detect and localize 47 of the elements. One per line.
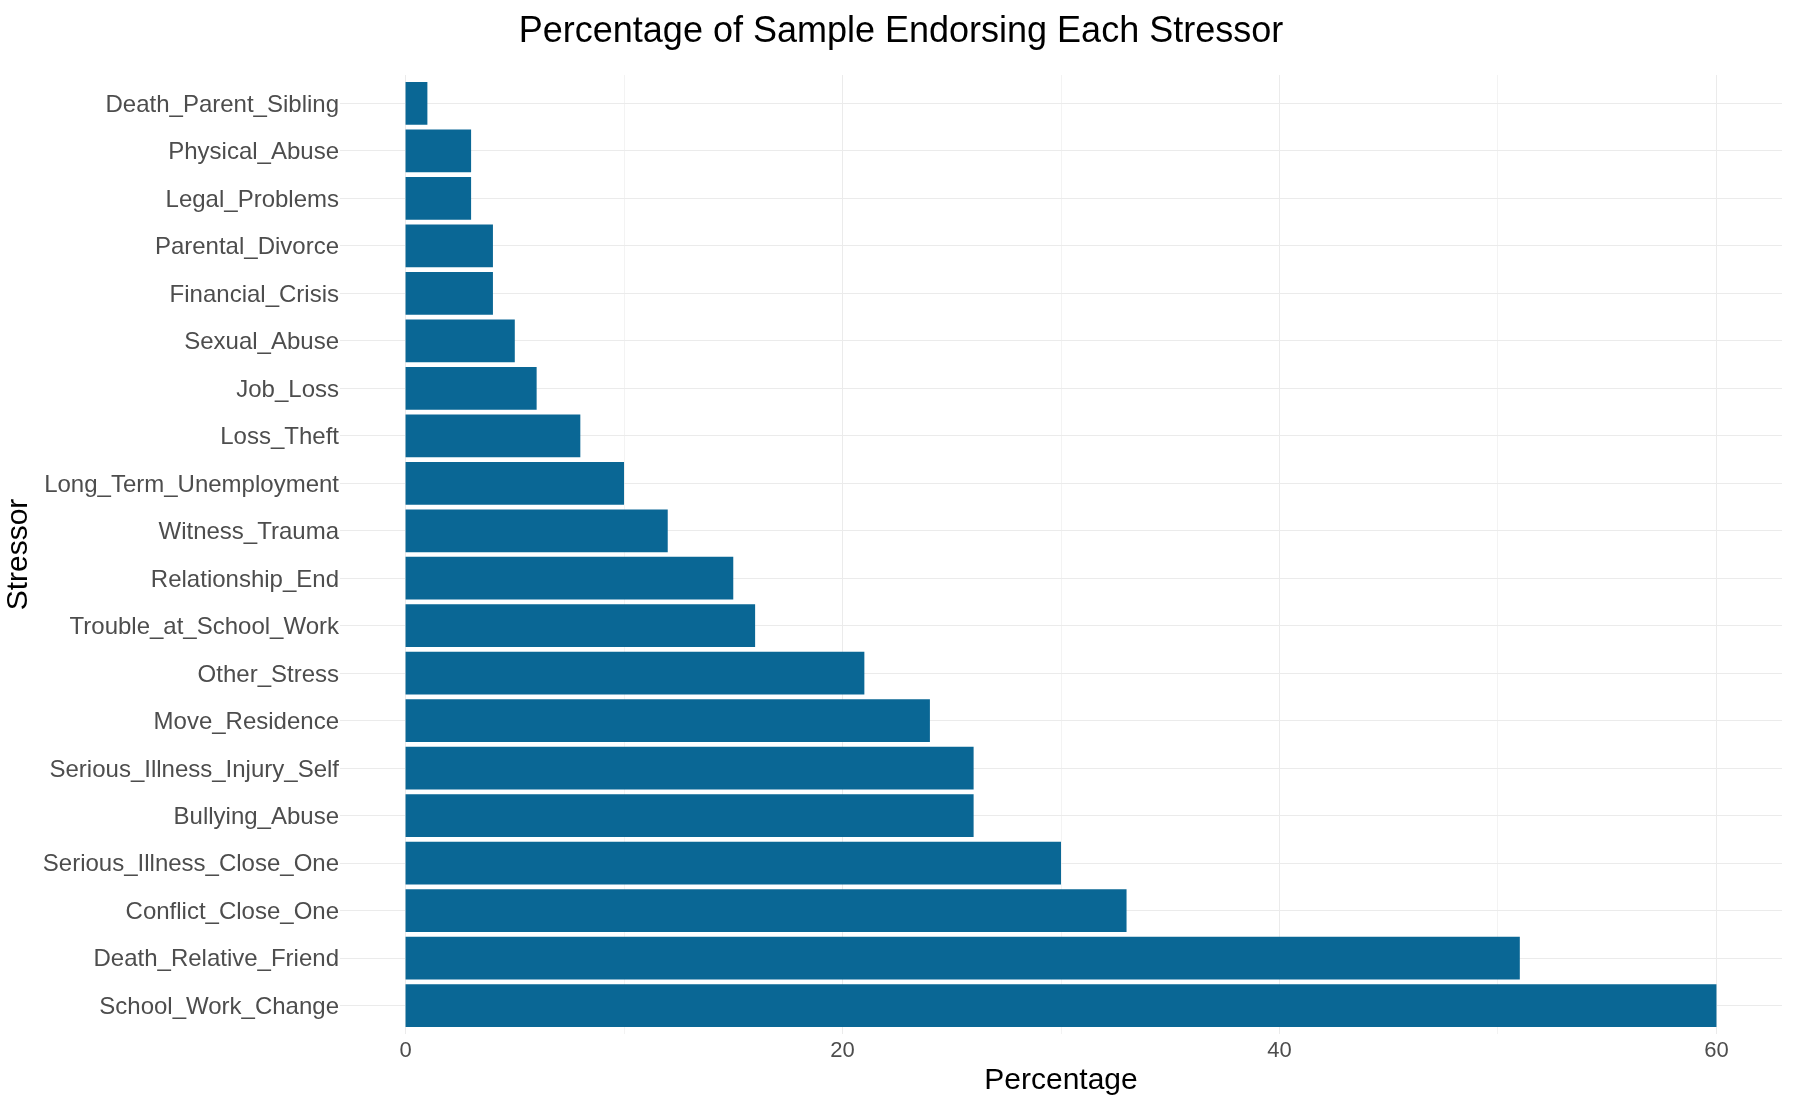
x-axis-title: Percentage [984, 1061, 1138, 1095]
bar [405, 746, 974, 790]
y-tick-label: Sexual_Abuse [184, 327, 339, 355]
y-axis-title: Stressor [0, 498, 33, 611]
bar [405, 461, 625, 505]
bar [405, 272, 493, 315]
bar [405, 129, 472, 173]
y-tick-label: Legal_Problems [165, 184, 339, 212]
x-tick-label: 40 [1267, 1037, 1292, 1062]
x-tick-label: 0 [399, 1037, 412, 1062]
y-tick-label: Bullying_Abuse [173, 802, 339, 830]
y-tick-label: Other_Stress [197, 659, 339, 687]
y-tick-label: Physical_Abuse [168, 137, 339, 165]
bar [405, 604, 756, 648]
y-tick-label: Loss_Theft [220, 422, 340, 450]
y-tick-label: Witness_Trauma [158, 517, 340, 545]
bar [405, 224, 493, 268]
y-tick-label: School_Work_Change [99, 991, 339, 1019]
bar [405, 794, 974, 837]
x-tick-label: 20 [830, 1037, 855, 1062]
bar [405, 509, 668, 553]
y-tick-label: Death_Parent_Sibling [105, 89, 339, 117]
bar [405, 177, 472, 220]
bar [405, 699, 930, 743]
y-tick-label: Death_Relative_Friend [93, 944, 339, 972]
bar [405, 82, 428, 125]
y-tick-label: Serious_Illness_Close_One [42, 849, 339, 877]
y-tick-label: Financial_Crisis [169, 279, 339, 307]
chart-title: Percentage of Sample Endorsing Each Stressor [518, 8, 1284, 50]
bar [405, 841, 1061, 885]
y-tick-label: Serious_Illness_Injury_Self [49, 754, 340, 782]
bar [405, 651, 865, 695]
bar [405, 936, 1520, 980]
y-tick-label: Job_Loss [236, 374, 339, 402]
bar [405, 414, 581, 458]
bar [405, 556, 734, 600]
bar [405, 889, 1127, 932]
bar [405, 984, 1717, 1027]
y-tick-label: Relationship_End [150, 564, 339, 592]
y-tick-label: Move_Residence [153, 707, 339, 735]
x-tick-label: 60 [1704, 1037, 1729, 1062]
bar [405, 319, 515, 363]
y-tick-label: Parental_Divorce [154, 232, 339, 260]
y-tick-label: Conflict_Close_One [125, 896, 339, 924]
y-tick-label: Long_Term_Unemployment [44, 469, 340, 497]
y-tick-label: Trouble_at_School_Work [69, 612, 340, 640]
bar [405, 366, 537, 410]
